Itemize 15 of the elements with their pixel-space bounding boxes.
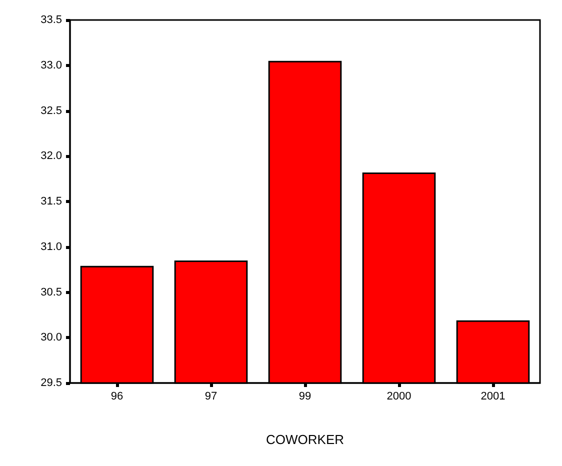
y-tick-label: 32.5 <box>40 104 62 117</box>
y-tick-label: 33.0 <box>40 59 62 72</box>
y-tick-label: 29.5 <box>40 377 62 389</box>
y-tick-label: 31.0 <box>40 240 62 253</box>
y-tick-label: 30.5 <box>40 286 62 298</box>
x-tick-label: 97 <box>204 390 218 402</box>
y-tick-label: 33.5 <box>40 14 62 26</box>
y-tick-label: 31.5 <box>40 196 62 208</box>
x-axis-title: COWORKER <box>266 432 344 447</box>
x-tick-label: 2000 <box>386 390 412 402</box>
x-tick-label: 99 <box>298 390 312 402</box>
y-tick-label: 30.0 <box>40 332 62 344</box>
y-tick-label: 32.0 <box>40 150 62 162</box>
x-tick-label: 2001 <box>480 390 506 402</box>
x-tick-label: 96 <box>110 390 124 402</box>
